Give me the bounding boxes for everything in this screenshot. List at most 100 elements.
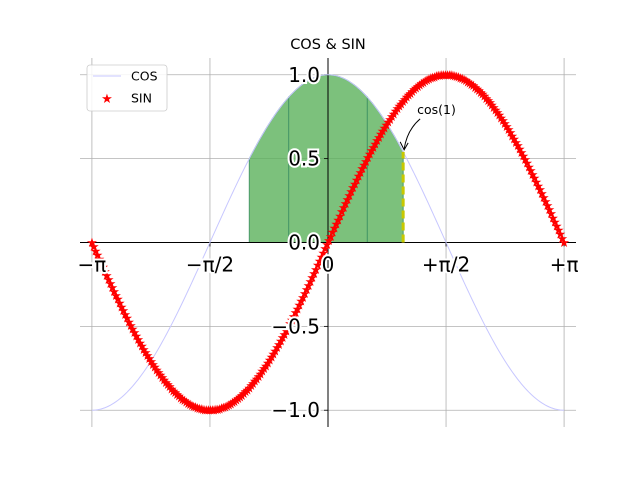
annotation: cos(1) [399, 102, 456, 243]
data-point-star: ★ [268, 347, 280, 362]
data-point-star: ★ [299, 287, 311, 302]
data-point-star: ★ [519, 153, 531, 168]
data-point-star: ★ [223, 398, 235, 413]
data-point-star: ★ [136, 340, 148, 355]
data-point-star: ★ [245, 379, 257, 394]
data-point-star: ★ [332, 213, 344, 228]
data-point-star: ★ [162, 378, 174, 393]
data-point-star: ★ [147, 358, 159, 373]
data-point-star: ★ [127, 323, 139, 338]
data-point-star: ★ [221, 399, 233, 414]
data-point-star: ★ [545, 207, 557, 222]
data-point-star: ★ [558, 236, 570, 251]
data-point-star: ★ [547, 211, 559, 226]
data-point-star: ★ [173, 390, 185, 405]
data-point-star: ★ [482, 94, 494, 109]
data-point-star: ★ [530, 175, 542, 190]
data-point-star: ★ [134, 336, 146, 351]
data-point-star: ★ [236, 389, 248, 404]
data-point-star: ★ [281, 324, 293, 339]
data-point-star: ★ [412, 80, 424, 95]
data-point-star: ★ [142, 349, 154, 364]
data-point-star: ★ [138, 343, 150, 358]
data-point-star: ★ [447, 69, 459, 84]
data-point-star: ★ [193, 402, 205, 417]
data-point-star: ★ [210, 403, 222, 418]
data-point-star: ★ [275, 335, 287, 350]
data-point-star: ★ [308, 267, 320, 282]
data-point-star: ★ [406, 85, 418, 100]
data-point-star: ★ [355, 166, 367, 181]
legend-label-cos: COS [131, 69, 158, 84]
data-point-star: ★ [160, 376, 172, 391]
data-point-star: ★ [279, 328, 291, 343]
data-point-star: ★ [266, 351, 278, 366]
data-point-star: ★ [342, 193, 354, 208]
data-point-star: ★ [373, 131, 385, 146]
data-point-star: ★ [251, 372, 263, 387]
data-point-star: ★ [358, 158, 370, 173]
data-point-star: ★ [503, 123, 515, 138]
x-tick-label: −π/2 [186, 253, 234, 277]
legend-label-sin: SIN [131, 91, 152, 106]
data-point-star: ★ [443, 68, 455, 83]
data-point-star: ★ [477, 88, 489, 103]
data-point-star: ★ [327, 226, 339, 241]
data-point-star: ★ [232, 392, 244, 407]
data-point-star: ★ [434, 69, 446, 84]
data-point-star: ★ [414, 79, 426, 94]
data-point-star: ★ [432, 69, 444, 84]
data-point-star: ★ [399, 93, 411, 108]
data-point-star: ★ [331, 217, 343, 232]
data-point-star: ★ [431, 70, 443, 85]
data-point-star: ★ [169, 386, 181, 401]
data-point-star: ★ [219, 400, 231, 415]
data-point-star: ★ [192, 401, 204, 416]
data-point-star: ★ [460, 74, 472, 89]
data-point-star: ★ [360, 155, 372, 170]
data-point-star: ★ [318, 246, 330, 261]
data-point-star: ★ [469, 81, 481, 96]
data-point-star: ★ [551, 220, 563, 235]
data-point-star: ★ [108, 285, 120, 300]
data-point-star: ★ [149, 361, 161, 376]
data-point-star: ★ [386, 110, 398, 125]
data-point-star: ★ [449, 69, 461, 84]
data-point-star: ★ [501, 120, 513, 135]
data-point-star: ★ [556, 232, 568, 247]
data-point-star: ★ [336, 205, 348, 220]
data-point-star: ★ [401, 91, 413, 106]
x-tick-label: +π/2 [422, 253, 470, 277]
data-point-star: ★ [218, 401, 230, 416]
data-point-star: ★ [464, 76, 476, 91]
data-point-star: ★ [95, 257, 107, 272]
data-point-star: ★ [479, 90, 491, 105]
data-point-star: ★ [392, 102, 404, 117]
series-layer: ★★★★★★★★★★★★★★★★★★★★★★★★★★★★★★★★★★★★★★★★… [86, 68, 570, 418]
data-point-star: ★ [427, 71, 439, 86]
data-point-star: ★ [436, 69, 448, 84]
data-point-star: ★ [349, 177, 361, 192]
data-point-star: ★ [181, 396, 193, 411]
y-tick-label: −1.0 [271, 398, 320, 422]
data-point-star: ★ [492, 106, 504, 121]
data-point-star: ★ [171, 388, 183, 403]
fill-region [248, 95, 290, 243]
data-point-star: ★ [140, 346, 152, 361]
data-point-star: ★ [377, 125, 389, 140]
data-point-star: ★ [338, 201, 350, 216]
data-point-star: ★ [305, 275, 317, 290]
data-point-star: ★ [205, 404, 217, 419]
data-point-star: ★ [121, 312, 133, 327]
data-point-star: ★ [114, 297, 126, 312]
x-tick-label: −π [77, 253, 106, 277]
data-point-star: ★ [131, 330, 143, 345]
data-point-star: ★ [381, 119, 393, 134]
data-point-star: ★ [512, 139, 524, 154]
data-point-star: ★ [397, 95, 409, 110]
data-point-star: ★ [303, 279, 315, 294]
data-point-star: ★ [112, 293, 124, 308]
data-point-star: ★ [242, 383, 254, 398]
data-point-star: ★ [282, 321, 294, 336]
